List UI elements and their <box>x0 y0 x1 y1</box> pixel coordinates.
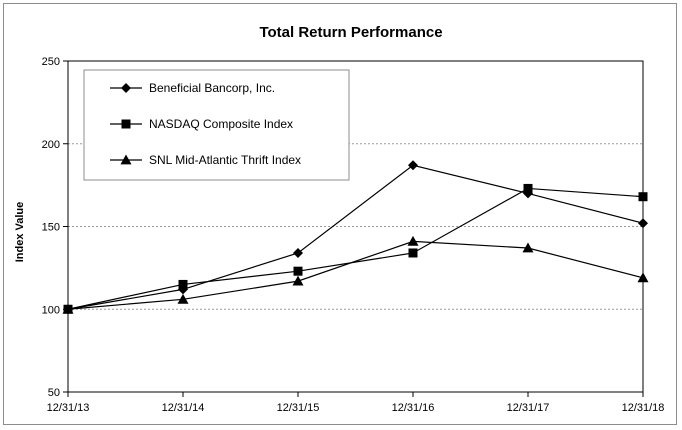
x-tick-label: 12/31/18 <box>622 402 665 414</box>
data-point <box>62 303 74 314</box>
series-line <box>67 164 644 310</box>
x-tick-label: 12/31/17 <box>507 402 550 414</box>
y-tick-label: 250 <box>42 56 60 68</box>
chart-title: Total Return Performance <box>259 24 442 41</box>
data-point <box>638 218 648 229</box>
legend-item: SNL Mid-Atlantic Thrift Index <box>110 153 301 167</box>
x-tick-label: 12/31/16 <box>392 402 435 414</box>
legend-label: Beneficial Bancorp, Inc. <box>149 81 275 95</box>
x-tick-label: 12/31/13 <box>47 402 90 414</box>
series-triangle <box>62 235 649 314</box>
data-point <box>638 192 648 202</box>
series-line <box>67 240 644 310</box>
data-point <box>292 275 304 286</box>
legend-label: SNL Mid-Atlantic Thrift Index <box>149 153 301 167</box>
chart-frame <box>3 3 677 425</box>
legend-item: Beneficial Bancorp, Inc. <box>110 81 275 95</box>
y-tick-label: 200 <box>42 139 60 151</box>
data-point <box>407 235 419 246</box>
data-point <box>177 293 189 304</box>
y-tick-label: 100 <box>42 304 60 316</box>
data-point <box>522 242 534 253</box>
data-point <box>523 183 533 193</box>
x-tick-label: 12/31/14 <box>162 402 205 414</box>
legend-marker <box>121 83 131 93</box>
series-line <box>67 187 644 310</box>
data-point <box>408 160 418 171</box>
y-tick-label: 50 <box>48 387 60 399</box>
y-axis-label: Index Value <box>14 202 26 263</box>
data-point <box>637 272 649 283</box>
data-point <box>293 247 303 258</box>
x-tick-label: 12/31/15 <box>277 402 320 414</box>
data-point <box>408 248 418 258</box>
y-axis: 50 100 150 200 250 <box>42 56 68 399</box>
legend: Beneficial Bancorp, Inc. NASDAQ Composite… <box>83 69 350 181</box>
legend-label: NASDAQ Composite Index <box>149 117 293 131</box>
data-point <box>178 279 188 289</box>
legend-item: NASDAQ Composite Index <box>110 117 293 131</box>
data-point <box>293 266 303 276</box>
series-diamond <box>63 160 648 315</box>
y-tick-label: 150 <box>42 222 60 234</box>
x-axis: 12/31/13 12/31/14 12/31/15 12/31/16 12/31/17… <box>47 392 665 414</box>
legend-marker <box>121 119 131 129</box>
series-layer <box>62 160 649 315</box>
series-square <box>63 183 648 314</box>
legend-marker <box>120 154 132 165</box>
